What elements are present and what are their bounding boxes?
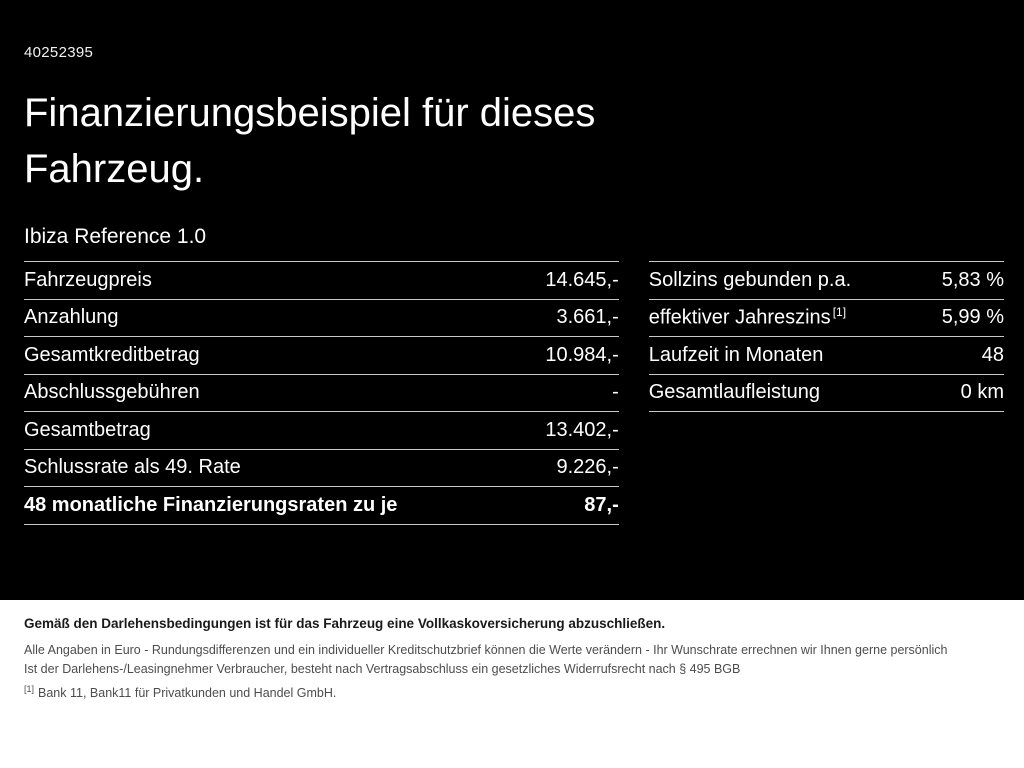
footer-insurance-note: Gemäß den Darlehensbedingungen ist für d… bbox=[24, 616, 666, 631]
row-label-text: effektiver Jahreszins bbox=[648, 307, 831, 330]
table-row: Schlussrate als 49. Rate 9.226,- bbox=[24, 448, 619, 487]
row-label: Laufzeit in Monaten bbox=[648, 343, 824, 366]
table-row: Gesamtbetrag 13.402,- bbox=[24, 411, 619, 449]
page-title-line1: Finanzierungsbeispiel für dieses bbox=[24, 91, 596, 135]
row-label: Gesamtlaufleistung bbox=[648, 381, 820, 404]
vehicle-model: Ibiza Reference 1.0 bbox=[24, 225, 207, 248]
row-value: - bbox=[612, 381, 619, 404]
footer-disclaimer-1: Alle Angaben in Euro - Rundungsdifferenz… bbox=[24, 643, 948, 657]
row-value: 0 km bbox=[960, 381, 1004, 404]
page-title: Finanzierungsbeispiel für dieses Fahrzeug… bbox=[24, 85, 1004, 197]
row-value: 14.645,- bbox=[545, 268, 619, 291]
footnote-ref: [1] bbox=[832, 305, 847, 320]
row-label: 48 monatliche Finanzierungsraten zu je bbox=[24, 493, 398, 516]
footer-disclaimer-2: Ist der Darlehens-/Leasingnehmer Verbrau… bbox=[24, 662, 741, 676]
table-row: Sollzins gebunden p.a. 5,83 % bbox=[648, 261, 1004, 299]
row-value: 13.402,- bbox=[545, 418, 619, 441]
row-label: Abschlussgebühren bbox=[24, 381, 200, 404]
row-value: 10.984,- bbox=[545, 343, 619, 366]
row-value: 3.661,- bbox=[556, 306, 619, 329]
row-value: 87,- bbox=[584, 493, 619, 516]
row-label: Anzahlung bbox=[24, 306, 119, 329]
row-label: Sollzins gebunden p.a. bbox=[648, 268, 852, 291]
table-row: Anzahlung 3.661,- bbox=[24, 298, 619, 337]
table-row: Laufzeit in Monaten 48 bbox=[648, 336, 1004, 374]
table-row-monthly-rate: 48 monatliche Finanzierungsraten zu je 8… bbox=[24, 486, 619, 525]
document-id: 40252395 bbox=[24, 44, 94, 61]
finance-table-left: Fahrzeugpreis 14.645,- Anzahlung 3.661,-… bbox=[24, 261, 619, 525]
row-value: 48 bbox=[981, 343, 1004, 366]
row-label: Gesamtkreditbetrag bbox=[24, 343, 200, 366]
row-label: Gesamtbetrag bbox=[24, 418, 151, 441]
table-row: Abschlussgebühren - bbox=[24, 373, 619, 412]
finance-panel: 40252395 Finanzierungsbeispiel für diese… bbox=[24, 44, 1004, 525]
table-row: effektiver Jahreszins [1] 5,99 % bbox=[648, 298, 1004, 337]
finance-tables: Fahrzeugpreis 14.645,- Anzahlung 3.661,-… bbox=[24, 261, 1004, 525]
page-title-line2: Fahrzeug. bbox=[24, 147, 205, 191]
finance-table-right: Sollzins gebunden p.a. 5,83 % effektiver… bbox=[648, 261, 1004, 525]
row-value: 5,99 % bbox=[941, 306, 1004, 329]
row-label: Schlussrate als 49. Rate bbox=[24, 456, 241, 479]
legal-footer: Gemäß den Darlehensbedingungen ist für d… bbox=[0, 600, 1024, 768]
row-value: 9.226,- bbox=[556, 456, 619, 479]
table-row: Gesamtlaufleistung 0 km bbox=[648, 373, 1004, 412]
table-row: Gesamtkreditbetrag 10.984,- bbox=[24, 336, 619, 374]
footnote-marker: [1] bbox=[24, 684, 35, 694]
footnote-text: Bank 11, Bank11 für Privatkunden und Han… bbox=[38, 686, 337, 701]
row-value: 5,83 % bbox=[941, 268, 1004, 291]
row-label: effektiver Jahreszins [1] bbox=[649, 305, 846, 330]
row-label: Fahrzeugpreis bbox=[24, 268, 152, 291]
table-row: Fahrzeugpreis 14.645,- bbox=[24, 261, 619, 299]
footer-footnote: [1] Bank 11, Bank11 für Privatkunden und … bbox=[24, 684, 1000, 700]
